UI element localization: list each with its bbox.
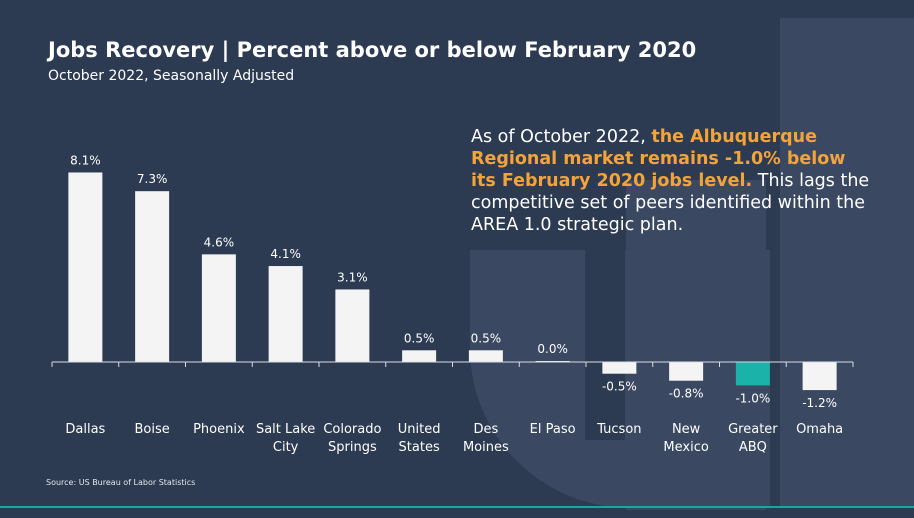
bar [201, 254, 236, 362]
data-label: 0.0% [537, 342, 568, 356]
bar [402, 350, 437, 362]
category-label: Phoenix [193, 422, 245, 437]
chart-title: Jobs Recovery | Percent above or below F… [48, 38, 697, 62]
category-label: United States [398, 422, 441, 455]
data-label: 8.1% [70, 153, 101, 167]
bars-group [68, 172, 837, 391]
data-label: 4.1% [270, 247, 301, 261]
source-note: Source: US Bureau of Labor Statistics [46, 478, 196, 487]
category-label: Greater ABQ [728, 422, 778, 455]
callout-text-before: As of October 2022, [471, 127, 652, 147]
data-label: 3.1% [337, 270, 368, 284]
category-label: New Mexico [663, 422, 708, 455]
data-label: -1.2% [802, 396, 837, 410]
labels-group: 8.1% Dallas 7.3% Boise 4.6% Phoenix 4.1% Salt L… [65, 153, 843, 455]
category-label: El Paso [530, 422, 576, 437]
category-label: Dallas [65, 422, 105, 437]
bar [735, 362, 770, 386]
bar [135, 191, 170, 362]
category-label: Salt Lake City [256, 422, 315, 455]
category-label: Des Moines [463, 422, 509, 455]
bar [68, 172, 103, 362]
background-shape [780, 18, 914, 508]
category-label: Tucson [596, 422, 641, 437]
callout-text-after: This lags the competitive set of peers i… [471, 171, 870, 235]
ticks-group [51, 362, 854, 367]
category-label: Colorado Springs [323, 422, 381, 455]
data-label: -0.5% [602, 380, 637, 394]
bar [468, 350, 503, 362]
callout-highlight: the Albuquerque Regional market remains … [471, 127, 846, 191]
callout-text: As of October 2022, the Albuquerque Regi… [471, 126, 871, 236]
background-curve-cut [585, 250, 625, 440]
data-label: 7.3% [137, 172, 168, 186]
bar [335, 289, 370, 362]
category-label: Boise [134, 422, 169, 437]
data-label: 0.5% [471, 331, 502, 345]
bar [802, 362, 837, 391]
data-label: -1.0% [735, 391, 770, 405]
data-label: 4.6% [204, 235, 235, 249]
data-label: -0.8% [669, 387, 704, 401]
bottom-accent-line [0, 506, 914, 508]
bar [602, 362, 637, 374]
chart-subtitle: October 2022, Seasonally Adjusted [48, 68, 295, 84]
bar [669, 362, 704, 381]
category-label: Omaha [796, 422, 843, 437]
data-label: 0.5% [404, 331, 435, 345]
bar [268, 266, 303, 362]
